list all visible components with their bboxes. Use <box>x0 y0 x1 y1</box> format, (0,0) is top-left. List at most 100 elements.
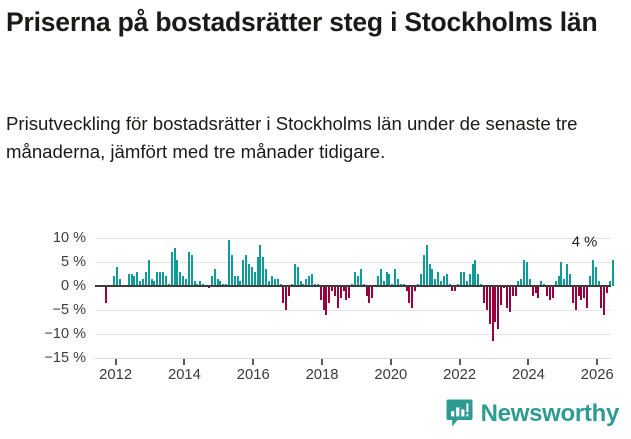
x-axis-tick-label: 2018 <box>305 367 339 383</box>
chart-bar <box>609 281 612 286</box>
chart-bar <box>546 286 549 296</box>
chart-bar <box>560 262 563 286</box>
chart-bar <box>187 252 190 286</box>
chart-bar <box>600 286 603 308</box>
chart-bar <box>222 283 225 286</box>
chart-bar <box>571 286 574 303</box>
chart-bar <box>491 286 494 342</box>
chart-bar <box>313 283 316 286</box>
chart-zero-line: 0 % <box>61 279 611 293</box>
chart-subtitle: Prisutveckling för bostadsrätter i Stock… <box>6 113 578 163</box>
chart-bar <box>448 283 451 286</box>
chart-bar <box>113 276 116 286</box>
chart-plot-wrapper: 10 % 5 % 0 % −5 % −10 % −15 % 2012 2014 2016 201… <box>0 222 631 382</box>
chart-bar <box>230 254 233 286</box>
chart-bar <box>173 247 176 286</box>
chart-bar <box>500 286 503 306</box>
chart-bar <box>253 271 256 286</box>
x-axis-tick-mark <box>183 359 186 365</box>
chart-bar <box>119 278 122 286</box>
chart-bar <box>379 269 382 286</box>
chart-bar <box>293 264 296 286</box>
chart-bar <box>302 283 305 286</box>
newsworthy-logo[interactable]: Newsworthy <box>446 399 619 429</box>
chart-bar <box>580 286 583 301</box>
chart-bar <box>520 278 523 286</box>
chart-bar <box>462 271 465 286</box>
chart-gridline: 10 % <box>53 231 611 245</box>
chart-bar <box>248 264 251 286</box>
y-axis-tick-label: −5 % <box>52 301 86 318</box>
chart-bar <box>388 274 391 286</box>
chart-plot-area: 10 % 5 % 0 % −5 % −10 % −15 % <box>44 231 614 365</box>
chart-bar <box>442 276 445 286</box>
chart-x-axis-line <box>95 358 611 359</box>
chart-bar <box>144 271 147 286</box>
chart-bar <box>316 283 319 286</box>
chart-bar <box>511 286 514 296</box>
chart-bar <box>159 271 162 286</box>
chart-bar <box>603 286 606 315</box>
chart-bar <box>477 274 480 286</box>
chart-gridline: −10 % <box>44 327 611 341</box>
chart-bar <box>425 245 428 286</box>
chart-bar <box>276 278 279 286</box>
chart-gridline: −5 % <box>53 303 611 317</box>
chart-bar <box>465 281 468 286</box>
chart-bars <box>95 238 614 358</box>
chart-bar <box>136 271 139 286</box>
chart-bar <box>445 274 448 286</box>
chart-bar <box>528 278 531 286</box>
chart-bar <box>319 286 322 301</box>
chart-bar <box>348 286 351 298</box>
chart-bar <box>104 286 107 303</box>
chart-bar <box>514 286 517 296</box>
chart-bar <box>225 283 228 286</box>
chart-bar <box>270 276 273 286</box>
chart-bar <box>568 274 571 286</box>
chart-bar <box>199 281 202 286</box>
x-axis-tick-label: 2014 <box>167 367 201 383</box>
chart-bar <box>537 286 540 298</box>
chart-bar <box>239 281 242 286</box>
chart-bar <box>273 278 276 286</box>
speech-bubble-bar-chart-icon <box>446 399 473 429</box>
chart-bar <box>480 283 483 286</box>
chart-bar <box>279 283 282 286</box>
chart-bar <box>147 259 150 286</box>
chart-bar <box>451 286 454 291</box>
chart-bar <box>259 245 262 286</box>
chart-bar <box>336 286 339 308</box>
chart-bar <box>371 286 374 298</box>
x-axis-tick-label: 2022 <box>443 367 477 383</box>
x-axis-tick-label: 2012 <box>99 367 133 383</box>
chart-bar <box>411 286 414 308</box>
x-axis-tick-label: 2024 <box>511 367 545 383</box>
chart-bar <box>397 278 400 286</box>
chart-bar <box>308 276 311 286</box>
chart-bar <box>233 276 236 286</box>
chart-bar <box>345 286 348 301</box>
x-axis-tick-mark <box>596 359 599 365</box>
chart-bar <box>577 286 580 296</box>
chart-bar <box>268 281 271 286</box>
chart-bar <box>356 276 359 286</box>
chart-bar <box>256 257 259 286</box>
chart-bar <box>586 286 589 308</box>
chart-bar <box>333 286 336 296</box>
chart-bar <box>331 286 334 291</box>
chart-bar <box>382 281 385 286</box>
chart-bar <box>482 286 485 303</box>
chart-bar <box>368 286 371 303</box>
chart-bar <box>597 281 600 286</box>
chart-bar <box>557 276 560 286</box>
y-axis-tick-label: 5 % <box>61 253 86 270</box>
y-axis-tick-label: 0 % <box>61 277 86 294</box>
chart-bar <box>305 278 308 286</box>
chart-bar <box>167 283 170 286</box>
chart-bar <box>399 283 402 286</box>
chart-bar <box>116 266 119 286</box>
chart-bar <box>179 271 182 286</box>
y-axis-tick-label: −15 % <box>44 349 86 366</box>
chart-bar <box>127 274 130 286</box>
